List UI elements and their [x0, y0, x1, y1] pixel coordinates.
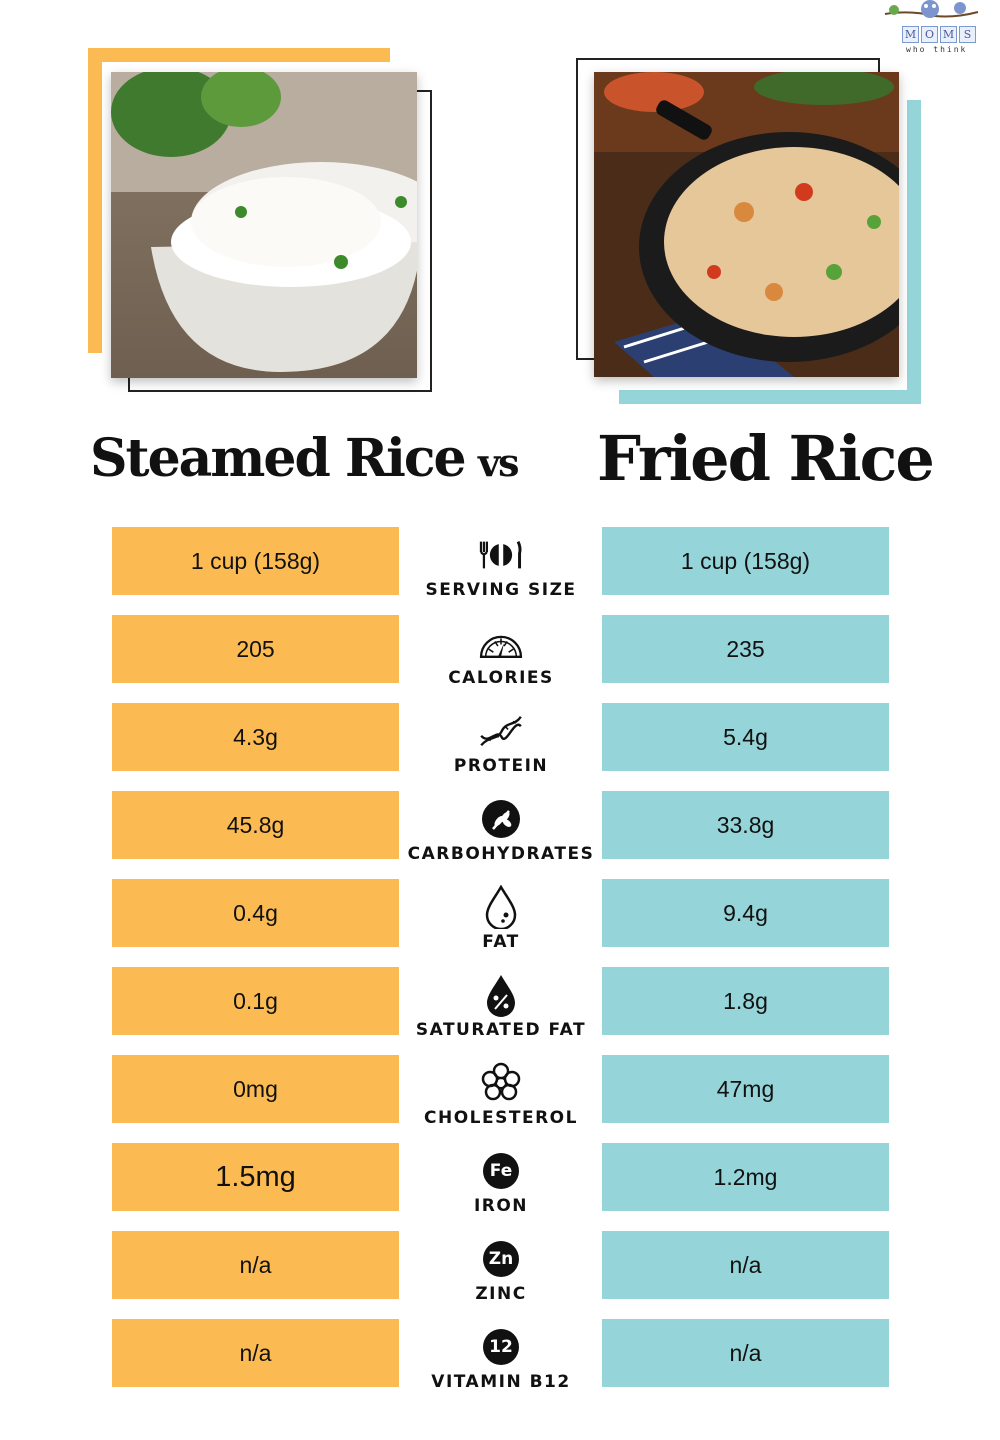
- fried-carbohydrates: 33.8g: [602, 791, 889, 859]
- fe-badge: Fe: [483, 1153, 519, 1189]
- b12-badge: 12: [483, 1329, 519, 1365]
- fried-protein: 5.4g: [602, 703, 889, 771]
- droplet-icon: [478, 884, 524, 930]
- logo-letters: M O M S: [902, 26, 978, 43]
- row-label: PROTEIN: [453, 756, 549, 776]
- row-label: FAT: [482, 932, 520, 952]
- row-label: CHOLESTEROL: [424, 1108, 578, 1128]
- logo-letter: M: [902, 26, 919, 43]
- steamed-protein: 4.3g: [112, 703, 399, 771]
- moms-who-think-logo: M O M S who think: [880, 0, 980, 58]
- row-label: SATURATED FAT: [415, 1020, 587, 1040]
- logo-subtext: who think: [906, 45, 968, 54]
- steamed-saturated-fat: 0.1g: [112, 967, 399, 1035]
- row-label: SERVING SIZE: [425, 580, 577, 600]
- zn-badge: Zn: [483, 1241, 519, 1277]
- row-label: CALORIES: [448, 668, 554, 688]
- left-title: Steamed Rice: [90, 428, 467, 489]
- zn-badge-icon: Zn: [478, 1236, 524, 1282]
- logo-letter: O: [921, 26, 938, 43]
- row-label: IRON: [473, 1196, 529, 1216]
- steamed-zinc: n/a: [112, 1231, 399, 1299]
- vs-label: vs: [478, 440, 520, 485]
- fried-rice-photo: [594, 72, 899, 377]
- logo-letter: M: [940, 26, 957, 43]
- right-frame-accent: [907, 100, 921, 402]
- left-frame-accent: [88, 48, 102, 353]
- row-label-carbohydrates: CARBOHYDRATES: [400, 776, 602, 864]
- row-label-fat: FAT: [400, 864, 602, 952]
- right-frame-accent: [619, 390, 921, 404]
- row-label-iron: Fe IRON: [400, 1128, 602, 1216]
- dna-helix-icon: [478, 708, 524, 754]
- right-title: Fried Rice: [597, 422, 935, 495]
- cholesterol-icon: [478, 1060, 524, 1106]
- fe-badge-icon: Fe: [478, 1148, 524, 1194]
- row-label-calories: CALORIES: [400, 600, 602, 688]
- row-label: CARBOHYDRATES: [407, 844, 595, 864]
- fried-iron: 1.2mg: [602, 1143, 889, 1211]
- fried-fat: 9.4g: [602, 879, 889, 947]
- steamed-iron: 1.5mg: [112, 1143, 399, 1211]
- left-frame-accent: [88, 48, 390, 62]
- row-label-zinc: Zn ZINC: [400, 1216, 602, 1304]
- fried-serving-size: 1 cup (158g): [602, 527, 889, 595]
- logo-letter: S: [959, 26, 976, 43]
- fried-zinc: n/a: [602, 1231, 889, 1299]
- row-label-vitamin-b12: 12 VITAMIN B12: [400, 1304, 602, 1392]
- cutlery-plate-icon: [478, 532, 524, 578]
- row-label-cholesterol: CHOLESTEROL: [400, 1040, 602, 1128]
- gauge-icon: [478, 620, 524, 666]
- wheat-icon: [478, 796, 524, 842]
- percent-droplet-icon: [478, 972, 524, 1018]
- steamed-carbohydrates: 45.8g: [112, 791, 399, 859]
- fried-saturated-fat: 1.8g: [602, 967, 889, 1035]
- steamed-rice-photo: [111, 72, 417, 378]
- steamed-vitamin-b12: n/a: [112, 1319, 399, 1387]
- steamed-calories: 205: [112, 615, 399, 683]
- fried-vitamin-b12: n/a: [602, 1319, 889, 1387]
- bird-branch-icon: [884, 0, 979, 18]
- row-label-serving-size: SERVING SIZE: [400, 512, 602, 600]
- steamed-cholesterol: 0mg: [112, 1055, 399, 1123]
- row-label: VITAMIN B12: [431, 1372, 571, 1392]
- steamed-fat: 0.4g: [112, 879, 399, 947]
- b12-badge-icon: 12: [478, 1324, 524, 1370]
- fried-cholesterol: 47mg: [602, 1055, 889, 1123]
- row-label-protein: PROTEIN: [400, 688, 602, 776]
- steamed-serving-size: 1 cup (158g): [112, 527, 399, 595]
- row-label-saturated-fat: SATURATED FAT: [400, 952, 602, 1040]
- row-label: ZINC: [475, 1284, 527, 1304]
- fried-calories: 235: [602, 615, 889, 683]
